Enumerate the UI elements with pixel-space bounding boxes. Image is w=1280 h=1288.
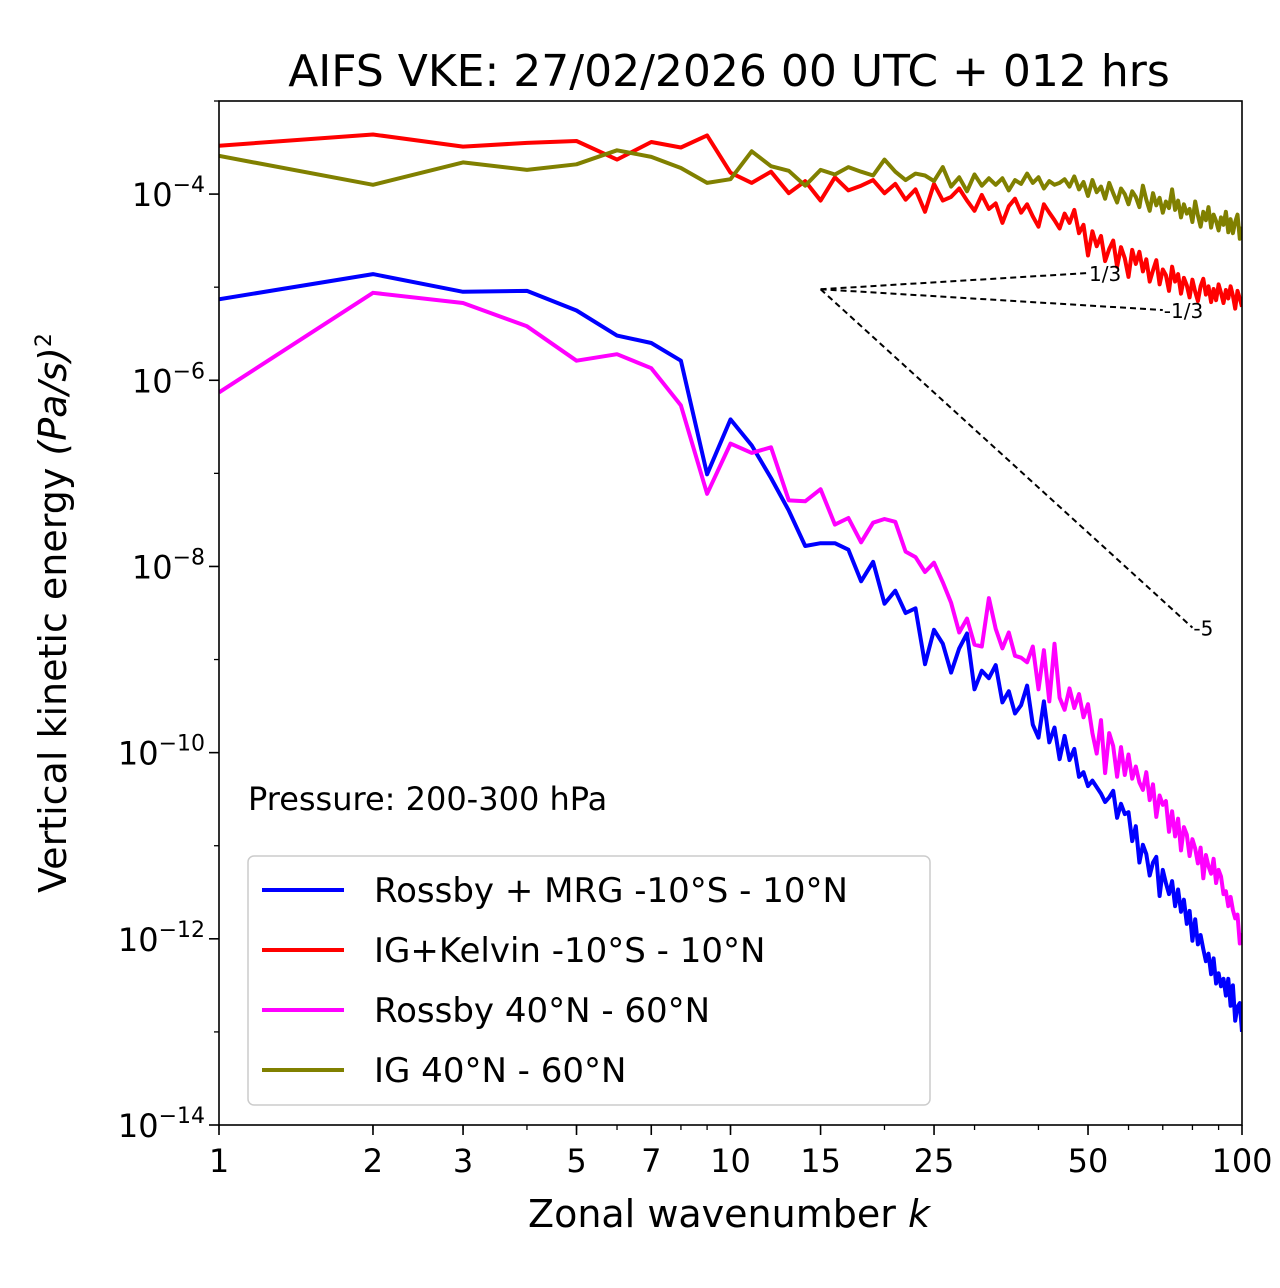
x-tick-label: 10 xyxy=(710,1142,751,1180)
y-axis-label-text: Vertical kinetic energy xyxy=(31,468,75,893)
legend-label-4: IG 40°N - 60°N xyxy=(374,1051,626,1091)
series-line-1 xyxy=(219,272,1242,1033)
x-tick-label: 7 xyxy=(641,1142,661,1180)
x-tick-label: 3 xyxy=(453,1142,473,1180)
legend-box xyxy=(247,855,931,1106)
x-tick-label: 1 xyxy=(209,1142,229,1180)
slope-line-2 xyxy=(820,288,1163,312)
y-axis-label-exp: 2 xyxy=(32,333,57,347)
x-tick-label: 5 xyxy=(566,1142,586,1180)
slope-line-3 xyxy=(819,288,1194,629)
legend-label-3: Rossby 40°N - 60°N xyxy=(374,991,710,1031)
slope-label-3: -5 xyxy=(1193,617,1213,641)
y-tick-label: 10−12 xyxy=(118,918,205,959)
x-axis-label-var: k xyxy=(908,1192,932,1236)
plot-frame xyxy=(218,100,1243,1126)
y-tick-label: 10−4 xyxy=(132,173,205,214)
y-axis-label-unit: (Pa/s) xyxy=(31,347,75,455)
series-line-2 xyxy=(219,132,1242,311)
y-tick-label: 10−8 xyxy=(132,545,205,586)
x-tick-label: 25 xyxy=(914,1142,955,1180)
slope-label-1: 1/3 xyxy=(1089,262,1121,286)
series-line-4 xyxy=(219,148,1242,241)
y-tick-label: 10−6 xyxy=(132,359,205,400)
legend: Rossby + MRG -10°S - 10°N IG+Kelvin -10°S… xyxy=(247,855,931,1106)
x-axis-label: Zonal wavenumber k xyxy=(528,1192,932,1236)
chart-title: AIFS VKE: 27/02/2026 00 UTC + 012 hrs xyxy=(288,46,1170,97)
x-axis-label-text: Zonal wavenumber xyxy=(528,1192,896,1236)
x-tick-label: 100 xyxy=(1211,1142,1272,1180)
legend-label-2: IG+Kelvin -10°S - 10°N xyxy=(374,931,765,971)
pressure-annotation: Pressure: 200-300 hPa xyxy=(248,780,607,818)
y-axis-label: Vertical kinetic energy (Pa/s)2 xyxy=(31,333,75,893)
x-tick-label: 2 xyxy=(363,1142,383,1180)
y-tick-label: 10−10 xyxy=(118,732,205,773)
series-line-3 xyxy=(219,290,1242,946)
slope-label-2: -1/3 xyxy=(1164,299,1203,323)
x-tick-label: 15 xyxy=(800,1142,841,1180)
slope-line-1 xyxy=(820,272,1089,291)
legend-label-1: Rossby + MRG -10°S - 10°N xyxy=(374,871,848,911)
y-tick-label: 10−14 xyxy=(118,1104,205,1145)
x-tick-label: 50 xyxy=(1068,1142,1109,1180)
